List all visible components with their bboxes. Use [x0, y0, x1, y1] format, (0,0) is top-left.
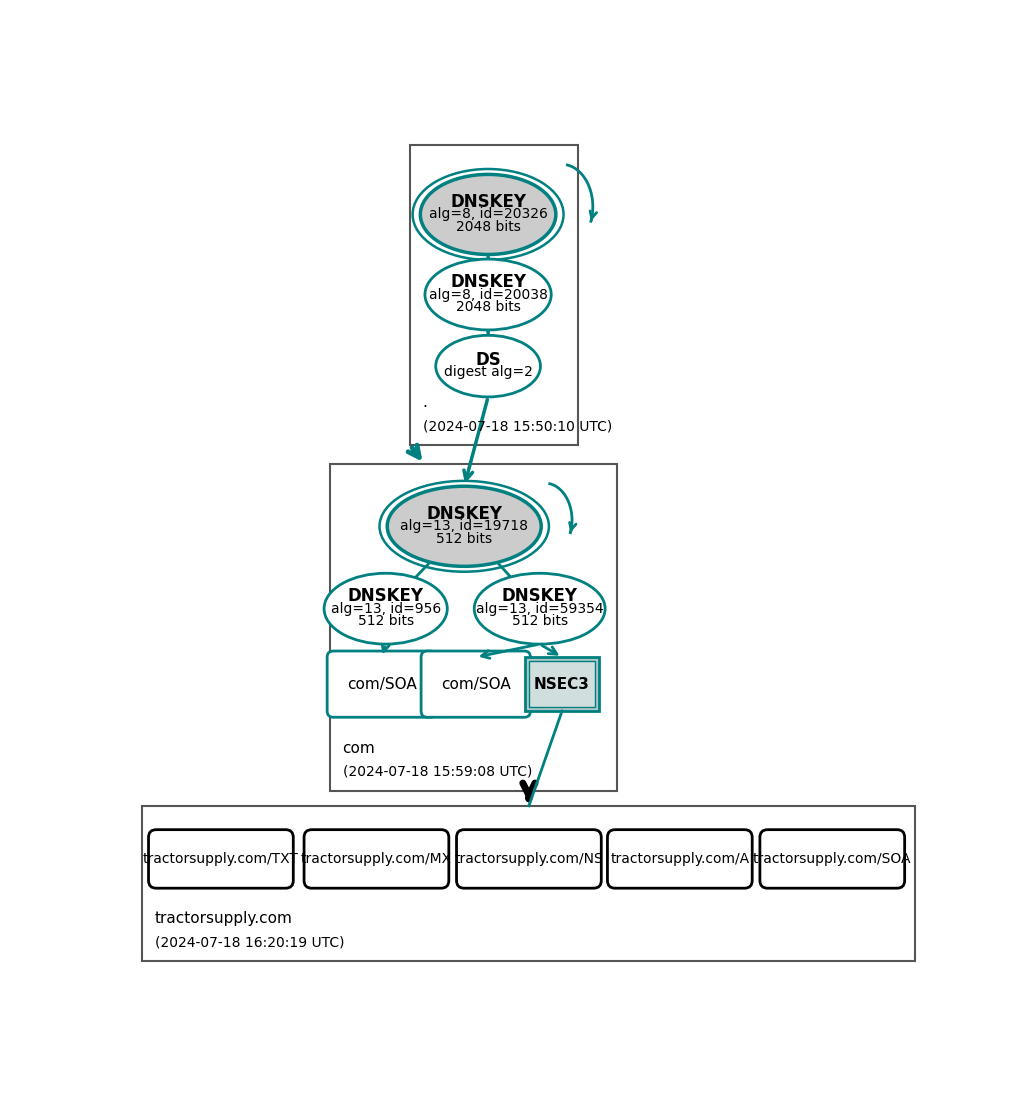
Text: (2024-07-18 16:20:19 UTC): (2024-07-18 16:20:19 UTC) [155, 935, 345, 948]
FancyBboxPatch shape [525, 657, 599, 711]
FancyBboxPatch shape [327, 651, 437, 718]
Ellipse shape [387, 486, 541, 567]
Text: alg=13, id=956: alg=13, id=956 [330, 602, 441, 616]
Text: DNSKEY: DNSKEY [450, 274, 526, 291]
Text: DNSKEY: DNSKEY [348, 587, 424, 605]
FancyBboxPatch shape [456, 829, 602, 888]
Text: tractorsupply.com: tractorsupply.com [155, 911, 292, 926]
Ellipse shape [475, 573, 605, 644]
Ellipse shape [436, 336, 541, 397]
Text: NSEC3: NSEC3 [535, 677, 590, 691]
FancyBboxPatch shape [330, 464, 617, 791]
Ellipse shape [324, 573, 447, 644]
Text: com/SOA: com/SOA [347, 677, 417, 691]
Text: 512 bits: 512 bits [512, 614, 568, 628]
Text: DNSKEY: DNSKEY [426, 505, 503, 523]
FancyBboxPatch shape [528, 661, 595, 707]
Text: 512 bits: 512 bits [358, 614, 414, 628]
Text: alg=13, id=59354: alg=13, id=59354 [476, 602, 604, 616]
Text: 512 bits: 512 bits [437, 532, 492, 546]
Text: alg=13, id=19718: alg=13, id=19718 [400, 520, 528, 533]
Text: DNSKEY: DNSKEY [450, 194, 526, 211]
Ellipse shape [425, 259, 551, 330]
Text: 2048 bits: 2048 bits [456, 220, 520, 234]
Ellipse shape [420, 174, 556, 255]
Text: DS: DS [475, 351, 501, 369]
Text: (2024-07-18 15:59:08 UTC): (2024-07-18 15:59:08 UTC) [343, 765, 531, 779]
Text: 2048 bits: 2048 bits [456, 300, 520, 314]
FancyBboxPatch shape [149, 829, 293, 888]
Text: com/SOA: com/SOA [441, 677, 511, 691]
Text: tractorsupply.com/MX: tractorsupply.com/MX [301, 852, 452, 866]
Text: com: com [343, 741, 376, 756]
FancyBboxPatch shape [142, 806, 915, 962]
Text: tractorsupply.com/A: tractorsupply.com/A [610, 852, 749, 866]
Text: tractorsupply.com/TXT: tractorsupply.com/TXT [143, 852, 299, 866]
FancyBboxPatch shape [304, 829, 449, 888]
Text: alg=8, id=20038: alg=8, id=20038 [428, 288, 548, 302]
Text: tractorsupply.com/NS: tractorsupply.com/NS [454, 852, 604, 866]
Text: alg=8, id=20326: alg=8, id=20326 [428, 208, 548, 221]
FancyBboxPatch shape [760, 829, 905, 888]
Text: DNSKEY: DNSKEY [502, 587, 578, 605]
FancyBboxPatch shape [421, 651, 530, 718]
Text: .: . [423, 395, 427, 410]
Text: (2024-07-18 15:50:10 UTC): (2024-07-18 15:50:10 UTC) [423, 419, 612, 433]
FancyBboxPatch shape [608, 829, 752, 888]
Text: tractorsupply.com/SOA: tractorsupply.com/SOA [753, 852, 911, 866]
FancyBboxPatch shape [411, 146, 578, 445]
Text: digest alg=2: digest alg=2 [444, 365, 533, 380]
